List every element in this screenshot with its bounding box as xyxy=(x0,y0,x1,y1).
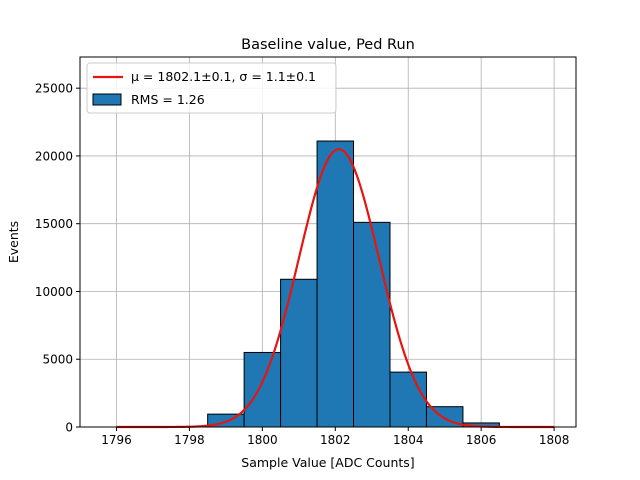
y-tick-label-2: 10000 xyxy=(35,285,73,299)
x-tick-label-1: 1798 xyxy=(174,433,205,447)
x-tick-label-2: 1800 xyxy=(247,433,278,447)
histogram-bar-5 xyxy=(280,278,318,428)
legend-fit-mu: μ = 1802.1±0.1, xyxy=(131,69,239,84)
x-axis-label: Sample Value [ADC Counts] xyxy=(241,455,414,470)
y-tick-label-3: 15000 xyxy=(35,217,73,231)
x-tick-label-6: 1808 xyxy=(539,433,570,447)
histogram-bar-4 xyxy=(243,351,282,428)
histogram-bar-8 xyxy=(389,371,427,428)
x-axis-ticks: 1796 1798 1800 1802 1804 1806 1808 xyxy=(101,427,569,447)
histogram-bar-7 xyxy=(353,221,391,428)
legend-box xyxy=(86,62,337,114)
legend-histogram-swatch xyxy=(92,93,122,106)
x-tick-label-0: 1796 xyxy=(101,433,132,447)
x-tick-label-5: 1806 xyxy=(466,433,497,447)
y-tick-label-0: 0 xyxy=(65,421,73,435)
x-tick-label-3: 1802 xyxy=(320,433,351,447)
legend-histogram-label: RMS = 1.26 xyxy=(131,92,205,107)
legend-fit-label: μ = 1802.1±0.1, σ = 1.1±0.1 xyxy=(131,69,316,84)
y-axis-label: Events xyxy=(6,221,21,263)
histogram-bars xyxy=(207,140,500,428)
y-tick-label-1: 5000 xyxy=(42,353,73,367)
y-tick-label-4: 20000 xyxy=(35,149,73,163)
legend: μ = 1802.1±0.1, σ = 1.1±0.1 RMS = 1.26 xyxy=(86,62,337,114)
histogram-bar-6 xyxy=(316,140,355,428)
x-tick-label-4: 1804 xyxy=(393,433,424,447)
chart-title: Baseline value, Ped Run xyxy=(241,37,415,53)
y-axis-ticks: 0 5000 10000 15000 20000 25000 xyxy=(35,82,80,435)
y-tick-label-5: 25000 xyxy=(35,82,73,96)
axes-frame xyxy=(79,56,577,428)
legend-fit-sigma: σ = 1.1±0.1 xyxy=(239,69,316,84)
